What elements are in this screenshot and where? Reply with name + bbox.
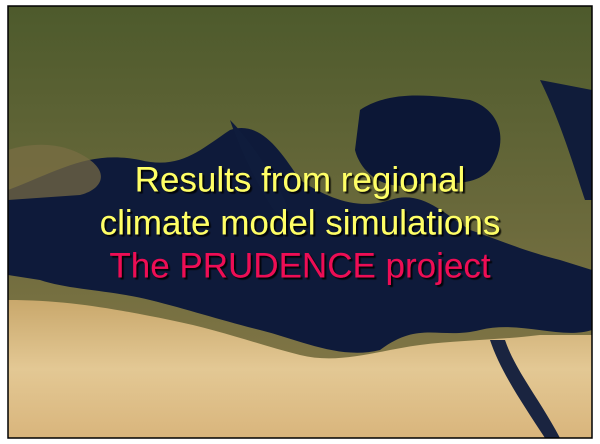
subtitle: The PRUDENCE project bbox=[109, 246, 490, 285]
title-line: Results from regional bbox=[135, 160, 466, 199]
title-line: climate model simulations bbox=[100, 203, 501, 242]
slide: Results from regional climate model simu… bbox=[0, 0, 600, 444]
page: {"slide": {"title_lines": ["Results from… bbox=[0, 0, 600, 444]
